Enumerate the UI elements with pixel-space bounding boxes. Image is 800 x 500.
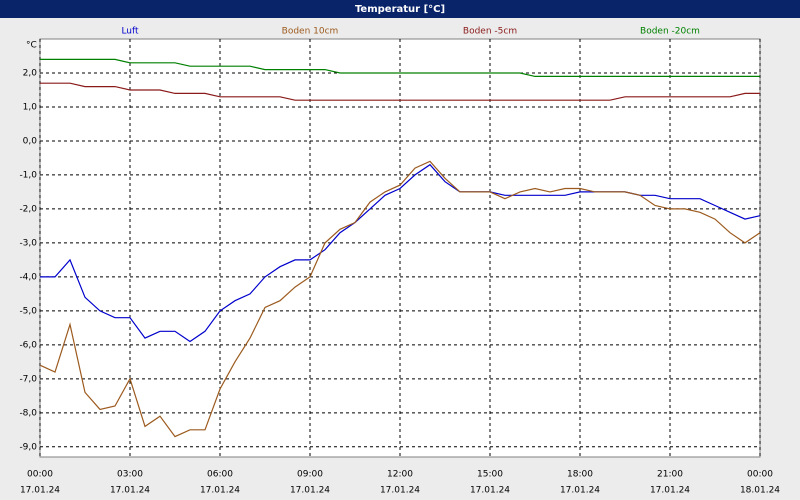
x-tick-date: 17.01.24 [200,486,240,496]
x-tick-date: 17.01.24 [20,486,60,496]
series-line [40,82,760,101]
chart-title: Temperatur [°C] [355,4,445,15]
x-tick-date: 17.01.24 [560,486,600,496]
legend-label: Luft [121,27,139,37]
series-line [40,58,760,77]
series-line [39,160,761,438]
y-unit: °C [26,41,37,51]
x-tick-label: 09:00 [297,470,323,480]
y-tick-label: -3,0 [19,238,37,248]
x-tick-label: 03:00 [117,470,143,480]
x-tick-date: 17.01.24 [110,486,150,496]
x-tick-label: 06:00 [207,470,233,480]
x-tick-date: 17.01.24 [290,486,330,496]
x-tick-label: 21:00 [657,470,683,480]
x-tick-label: 18:00 [567,470,593,480]
x-tick-date: 17.01.24 [470,486,510,496]
y-tick-label: -6,0 [19,340,37,350]
x-tick-label: 12:00 [387,470,413,480]
y-tick-label: -1,0 [19,170,37,180]
x-tick-date: 17.01.24 [650,486,690,496]
title-bar [0,0,800,18]
x-tick-label: 00:00 [747,470,773,480]
x-tick-date: 17.01.24 [380,486,420,496]
y-tick-label: -8,0 [19,408,37,418]
legend-label: Boden 10cm [282,27,339,37]
x-tick-date: 18.01.24 [740,486,780,496]
x-tick-label: 15:00 [477,470,503,480]
y-tick-label: -7,0 [19,374,37,384]
x-tick-label: 00:00 [27,470,53,480]
legend-label: Boden -5cm [463,27,517,37]
legend-label: Boden -20cm [640,27,700,37]
y-tick-label: 1,0 [23,102,38,112]
y-tick-label: -5,0 [19,306,37,316]
y-tick-label: -4,0 [19,272,37,282]
y-tick-label: 0,0 [23,136,38,146]
y-tick-label: 2,0 [23,68,38,78]
y-tick-label: -9,0 [19,442,37,452]
y-tick-label: -2,0 [19,204,37,214]
